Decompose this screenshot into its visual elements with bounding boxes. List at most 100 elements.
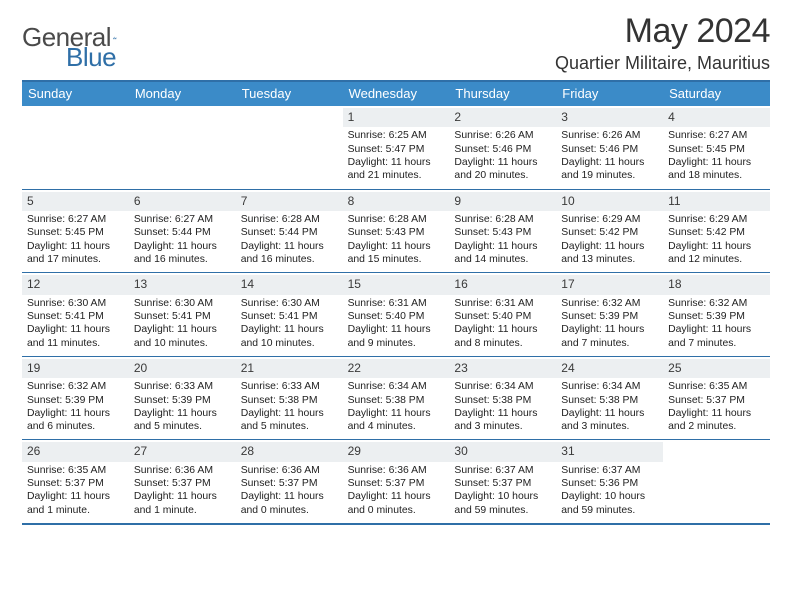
day-number: 13 (134, 277, 231, 292)
day-cell: 4 Sunrise: 6:27 AMSunset: 5:45 PMDaylight… (663, 106, 770, 189)
day-number-bar: 27 (129, 442, 236, 461)
day-cell: 31 Sunrise: 6:37 AMSunset: 5:36 PMDayligh… (556, 440, 663, 523)
dow-header: Wednesday (343, 82, 450, 106)
day-info: Sunrise: 6:25 AMSunset: 5:47 PMDaylight:… (348, 129, 445, 182)
day-cell: 29 Sunrise: 6:36 AMSunset: 5:37 PMDayligh… (343, 440, 450, 523)
day-number-bar: 25 (663, 359, 770, 378)
day-cell: 24 Sunrise: 6:34 AMSunset: 5:38 PMDayligh… (556, 357, 663, 440)
day-number: 14 (241, 277, 338, 292)
day-info: Sunrise: 6:37 AMSunset: 5:37 PMDaylight:… (454, 464, 551, 517)
day-number-bar: 2 (449, 108, 556, 127)
day-info: Sunrise: 6:27 AMSunset: 5:44 PMDaylight:… (134, 213, 231, 266)
day-info: Sunrise: 6:35 AMSunset: 5:37 PMDaylight:… (668, 380, 765, 433)
day-info: Sunrise: 6:34 AMSunset: 5:38 PMDaylight:… (348, 380, 445, 433)
day-cell: 20Sunrise: 6:33 AMSunset: 5:39 PMDayligh… (129, 357, 236, 440)
day-number-bar: 7 (236, 192, 343, 211)
dow-header: Friday (556, 82, 663, 106)
day-cell (129, 106, 236, 189)
day-cell: 11 Sunrise: 6:29 AMSunset: 5:42 PMDayligh… (663, 190, 770, 273)
day-info: Sunrise: 6:28 AMSunset: 5:43 PMDaylight:… (454, 213, 551, 266)
title-block: May 2024 Quartier Militaire, Mauritius (555, 12, 770, 74)
dow-header: Thursday (449, 82, 556, 106)
weeks-container: 1 Sunrise: 6:25 AMSunset: 5:47 PMDaylight… (22, 106, 770, 525)
day-info: Sunrise: 6:29 AMSunset: 5:42 PMDaylight:… (668, 213, 765, 266)
day-number-bar: 1 (343, 108, 450, 127)
day-number-bar: 4 (663, 108, 770, 127)
day-number-bar: 23 (449, 359, 556, 378)
day-info: Sunrise: 6:34 AMSunset: 5:38 PMDaylight:… (454, 380, 551, 433)
day-info: Sunrise: 6:36 AMSunset: 5:37 PMDaylight:… (348, 464, 445, 517)
day-cell: 8Sunrise: 6:28 AMSunset: 5:43 PMDaylight… (343, 190, 450, 273)
day-info: Sunrise: 6:35 AMSunset: 5:37 PMDaylight:… (27, 464, 124, 517)
day-number-bar: 14 (236, 275, 343, 294)
day-cell: 30 Sunrise: 6:37 AMSunset: 5:37 PMDayligh… (449, 440, 556, 523)
day-number-bar: 19 (22, 359, 129, 378)
day-info: Sunrise: 6:36 AMSunset: 5:37 PMDaylight:… (134, 464, 231, 517)
day-number: 4 (668, 110, 765, 125)
day-number: 18 (668, 277, 765, 292)
day-cell: 3Sunrise: 6:26 AMSunset: 5:46 PMDaylight… (556, 106, 663, 189)
week-row: 5Sunrise: 6:27 AMSunset: 5:45 PMDaylight… (22, 190, 770, 274)
day-info: Sunrise: 6:26 AMSunset: 5:46 PMDaylight:… (454, 129, 551, 182)
day-cell: 2 Sunrise: 6:26 AMSunset: 5:46 PMDaylight… (449, 106, 556, 189)
day-number-bar: 6 (129, 192, 236, 211)
day-number-bar: 5 (22, 192, 129, 211)
day-cell: 5Sunrise: 6:27 AMSunset: 5:45 PMDaylight… (22, 190, 129, 273)
calendar-page: General May 2024 Quartier Militaire, Mau… (0, 0, 792, 612)
week-row: 12Sunrise: 6:30 AMSunset: 5:41 PMDayligh… (22, 273, 770, 357)
dow-header: Saturday (663, 82, 770, 106)
day-info: Sunrise: 6:30 AMSunset: 5:41 PMDaylight:… (134, 297, 231, 350)
day-number: 29 (348, 444, 445, 459)
day-info: Sunrise: 6:36 AMSunset: 5:37 PMDaylight:… (241, 464, 338, 517)
day-number: 5 (27, 194, 124, 209)
brand-name-b-wrap: Blue (22, 42, 116, 73)
day-number: 11 (668, 194, 765, 209)
week-row: 19Sunrise: 6:32 AMSunset: 5:39 PMDayligh… (22, 357, 770, 441)
day-info: Sunrise: 6:37 AMSunset: 5:36 PMDaylight:… (561, 464, 658, 517)
day-cell (236, 106, 343, 189)
day-number: 6 (134, 194, 231, 209)
day-number-bar: 11 (663, 192, 770, 211)
day-info: Sunrise: 6:33 AMSunset: 5:39 PMDaylight:… (134, 380, 231, 433)
day-number-bar: 22 (343, 359, 450, 378)
day-number-bar: 30 (449, 442, 556, 461)
day-number-bar: 18 (663, 275, 770, 294)
brand-name-b: Blue (66, 42, 116, 72)
day-number-bar: 31 (556, 442, 663, 461)
day-info: Sunrise: 6:29 AMSunset: 5:42 PMDaylight:… (561, 213, 658, 266)
day-number: 10 (561, 194, 658, 209)
day-info: Sunrise: 6:28 AMSunset: 5:44 PMDaylight:… (241, 213, 338, 266)
day-number: 24 (561, 361, 658, 376)
day-number-bar: 17 (556, 275, 663, 294)
day-number-bar: 13 (129, 275, 236, 294)
calendar: SundayMondayTuesdayWednesdayThursdayFrid… (22, 80, 770, 525)
day-info: Sunrise: 6:27 AMSunset: 5:45 PMDaylight:… (668, 129, 765, 182)
day-number: 28 (241, 444, 338, 459)
day-cell: 27 Sunrise: 6:36 AMSunset: 5:37 PMDayligh… (129, 440, 236, 523)
day-number-bar: 28 (236, 442, 343, 461)
day-cell (22, 106, 129, 189)
day-number: 2 (454, 110, 551, 125)
day-number-bar: 26 (22, 442, 129, 461)
day-number: 15 (348, 277, 445, 292)
day-number-bar: 16 (449, 275, 556, 294)
day-number-bar: 24 (556, 359, 663, 378)
week-row: 1 Sunrise: 6:25 AMSunset: 5:47 PMDaylight… (22, 106, 770, 190)
week-row: 26 Sunrise: 6:35 AMSunset: 5:37 PMDayligh… (22, 440, 770, 525)
day-cell: 28 Sunrise: 6:36 AMSunset: 5:37 PMDayligh… (236, 440, 343, 523)
day-info: Sunrise: 6:31 AMSunset: 5:40 PMDaylight:… (348, 297, 445, 350)
day-cell: 26 Sunrise: 6:35 AMSunset: 5:37 PMDayligh… (22, 440, 129, 523)
day-info: Sunrise: 6:26 AMSunset: 5:46 PMDaylight:… (561, 129, 658, 182)
day-cell: 23 Sunrise: 6:34 AMSunset: 5:38 PMDayligh… (449, 357, 556, 440)
day-info: Sunrise: 6:34 AMSunset: 5:38 PMDaylight:… (561, 380, 658, 433)
dow-row: SundayMondayTuesdayWednesdayThursdayFrid… (22, 82, 770, 106)
day-number: 31 (561, 444, 658, 459)
day-number: 21 (241, 361, 338, 376)
header: General May 2024 Quartier Militaire, Mau… (22, 12, 770, 74)
day-number: 17 (561, 277, 658, 292)
day-cell: 25 Sunrise: 6:35 AMSunset: 5:37 PMDayligh… (663, 357, 770, 440)
day-cell: 21Sunrise: 6:33 AMSunset: 5:38 PMDayligh… (236, 357, 343, 440)
dow-header: Tuesday (236, 82, 343, 106)
dow-header: Monday (129, 82, 236, 106)
day-cell: 16Sunrise: 6:31 AMSunset: 5:40 PMDayligh… (449, 273, 556, 356)
